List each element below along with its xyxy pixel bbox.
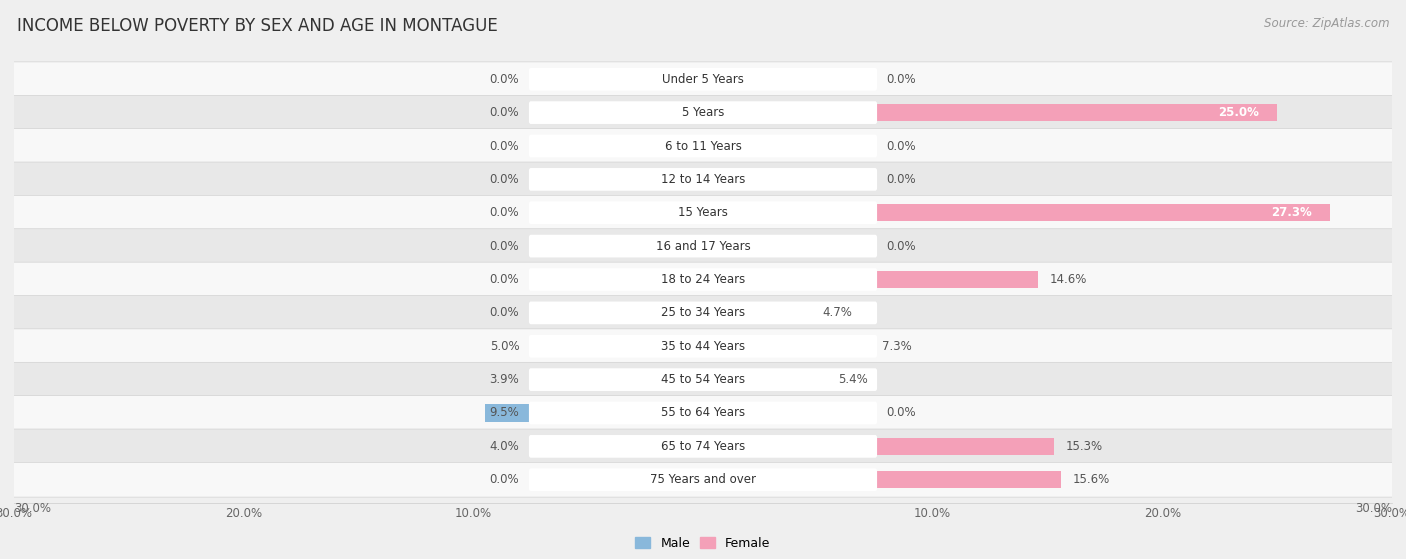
Text: 15.6%: 15.6%	[1073, 473, 1109, 486]
FancyBboxPatch shape	[14, 229, 1392, 263]
FancyBboxPatch shape	[529, 335, 877, 358]
FancyBboxPatch shape	[14, 162, 1392, 197]
Text: 0.0%: 0.0%	[489, 206, 519, 219]
Text: 5.0%: 5.0%	[489, 340, 519, 353]
Text: 45 to 54 Years: 45 to 54 Years	[661, 373, 745, 386]
Text: 7.3%: 7.3%	[882, 340, 912, 353]
Text: 14.6%: 14.6%	[1050, 273, 1087, 286]
FancyBboxPatch shape	[529, 402, 877, 424]
Text: 0.0%: 0.0%	[887, 73, 917, 86]
Bar	[531, 338, 588, 355]
Text: 0.0%: 0.0%	[489, 173, 519, 186]
Legend: Male, Female: Male, Female	[630, 532, 776, 555]
Text: 0.0%: 0.0%	[489, 473, 519, 486]
FancyBboxPatch shape	[14, 362, 1392, 397]
FancyBboxPatch shape	[529, 101, 877, 124]
FancyBboxPatch shape	[529, 435, 877, 458]
Text: 30.0%: 30.0%	[14, 503, 51, 515]
Text: 0.0%: 0.0%	[489, 273, 519, 286]
Text: 0.0%: 0.0%	[887, 173, 917, 186]
FancyBboxPatch shape	[529, 268, 877, 291]
FancyBboxPatch shape	[14, 329, 1392, 363]
Text: 0.0%: 0.0%	[489, 306, 519, 319]
Text: Under 5 Years: Under 5 Years	[662, 73, 744, 86]
Text: 30.0%: 30.0%	[1355, 503, 1392, 515]
Text: 35 to 44 Years: 35 to 44 Years	[661, 340, 745, 353]
Bar	[870, 338, 875, 355]
FancyBboxPatch shape	[529, 235, 877, 258]
Text: Source: ZipAtlas.com: Source: ZipAtlas.com	[1264, 17, 1389, 30]
Text: 55 to 64 Years: 55 to 64 Years	[661, 406, 745, 419]
Text: 15.3%: 15.3%	[1066, 440, 1102, 453]
FancyBboxPatch shape	[14, 62, 1392, 97]
FancyBboxPatch shape	[529, 68, 877, 91]
FancyBboxPatch shape	[14, 396, 1392, 430]
FancyBboxPatch shape	[529, 468, 877, 491]
FancyBboxPatch shape	[529, 201, 877, 224]
Text: 5 Years: 5 Years	[682, 106, 724, 119]
Bar	[875, 471, 1062, 489]
Text: 25 to 34 Years: 25 to 34 Years	[661, 306, 745, 319]
Text: 4.0%: 4.0%	[489, 440, 519, 453]
Text: 0.0%: 0.0%	[489, 106, 519, 119]
Text: INCOME BELOW POVERTY BY SEX AND AGE IN MONTAGUE: INCOME BELOW POVERTY BY SEX AND AGE IN M…	[17, 17, 498, 35]
FancyBboxPatch shape	[14, 462, 1392, 497]
Text: 4.7%: 4.7%	[823, 306, 852, 319]
Text: 0.0%: 0.0%	[489, 240, 519, 253]
FancyBboxPatch shape	[529, 368, 877, 391]
FancyBboxPatch shape	[14, 196, 1392, 230]
Bar	[875, 438, 1054, 455]
Bar	[875, 204, 1330, 221]
Bar	[875, 271, 1038, 288]
Text: 25.0%: 25.0%	[1218, 106, 1258, 119]
Text: 0.0%: 0.0%	[489, 73, 519, 86]
Text: 0.0%: 0.0%	[887, 406, 917, 419]
Text: 18 to 24 Years: 18 to 24 Years	[661, 273, 745, 286]
Text: 65 to 74 Years: 65 to 74 Years	[661, 440, 745, 453]
FancyBboxPatch shape	[14, 296, 1392, 330]
Text: 27.3%: 27.3%	[1271, 206, 1312, 219]
Text: 75 Years and over: 75 Years and over	[650, 473, 756, 486]
FancyBboxPatch shape	[529, 301, 877, 324]
FancyBboxPatch shape	[529, 135, 877, 157]
FancyBboxPatch shape	[14, 129, 1392, 163]
Text: 6 to 11 Years: 6 to 11 Years	[665, 140, 741, 153]
Text: 9.5%: 9.5%	[489, 406, 519, 419]
Text: 5.4%: 5.4%	[838, 373, 869, 386]
Text: 15 Years: 15 Years	[678, 206, 728, 219]
Bar	[485, 404, 531, 421]
FancyBboxPatch shape	[14, 95, 1392, 130]
Bar	[531, 371, 613, 389]
FancyBboxPatch shape	[14, 429, 1392, 464]
Text: 0.0%: 0.0%	[489, 140, 519, 153]
Text: 0.0%: 0.0%	[887, 140, 917, 153]
Text: 3.9%: 3.9%	[489, 373, 519, 386]
Bar	[827, 371, 875, 389]
Text: 0.0%: 0.0%	[887, 240, 917, 253]
Text: 12 to 14 Years: 12 to 14 Years	[661, 173, 745, 186]
Bar	[531, 438, 612, 455]
Bar	[811, 304, 875, 321]
FancyBboxPatch shape	[529, 168, 877, 191]
FancyBboxPatch shape	[14, 262, 1392, 297]
Bar	[875, 104, 1277, 121]
Text: 16 and 17 Years: 16 and 17 Years	[655, 240, 751, 253]
